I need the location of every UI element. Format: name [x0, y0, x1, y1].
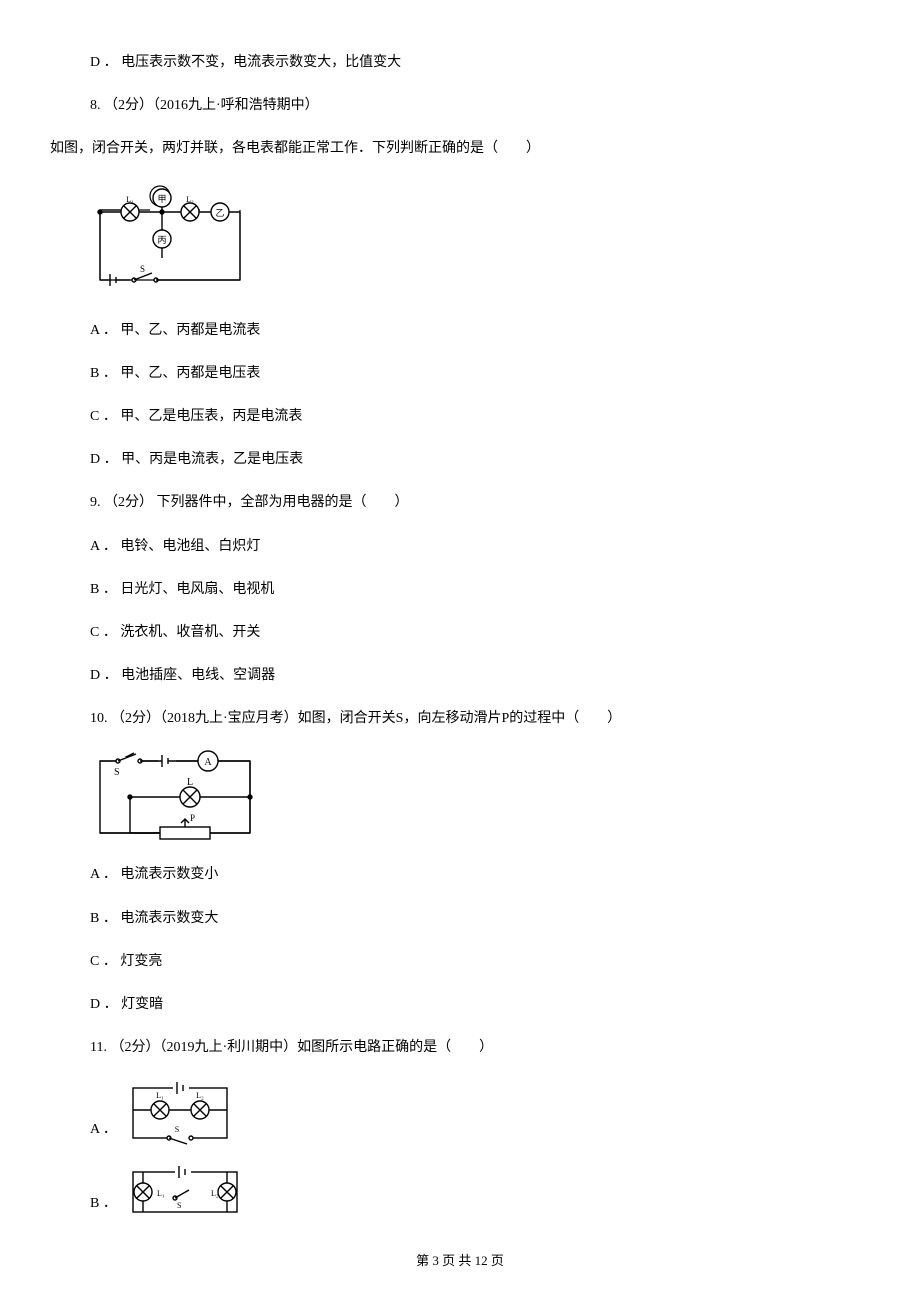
svg-text:L₂: L₂ — [211, 1189, 219, 1198]
q9-option-b: B ． 日光灯、电风扇、电视机 — [90, 577, 870, 602]
q8-stem-1: 8. （2分）（2016九上·呼和浩特期中） — [90, 93, 870, 118]
q11-option-a-diagram: L₁ L₂ S — [125, 1078, 235, 1146]
svg-text:L₁: L₁ — [156, 1091, 164, 1100]
svg-text:L₁: L₁ — [157, 1189, 165, 1198]
q9-option-c: C ． 洗衣机、收音机、开关 — [90, 620, 870, 645]
page-footer: 第 3 页 共 12 页 — [0, 1249, 920, 1272]
svg-text:A: A — [204, 757, 212, 768]
svg-text:丙: 丙 — [157, 235, 166, 245]
svg-text:甲: 甲 — [157, 194, 166, 204]
svg-text:S: S — [175, 1125, 179, 1134]
q10-option-d: D ． 灯变暗 — [90, 992, 870, 1017]
svg-text:L: L — [187, 777, 193, 788]
q11-option-b-label: B ． — [90, 1191, 117, 1220]
svg-text:S: S — [177, 1201, 181, 1210]
q8-circuit-diagram: 甲 甲 L₁ — [90, 180, 870, 300]
q11-option-b: B ． L₁ S L₂ — [90, 1160, 870, 1220]
q11-stem: 11. （2分）（2019九上·利川期中）如图所示电路正确的是（ ） — [90, 1035, 870, 1060]
q10-option-b: B ． 电流表示数变大 — [90, 906, 870, 931]
svg-text:L₁: L₁ — [126, 195, 134, 204]
svg-text:L₂: L₂ — [196, 1091, 204, 1100]
q10-option-a: A ． 电流表示数变小 — [90, 862, 870, 887]
q8-stem-2: 如图，闭合开关，两灯并联，各电表都能正常工作．下列判断正确的是（ ） — [50, 136, 870, 161]
q8-option-a: A ． 甲、乙、丙都是电流表 — [90, 318, 870, 343]
q9-option-a: A ． 电铃、电池组、白炽灯 — [90, 534, 870, 559]
q8-option-b: B ． 甲、乙、丙都是电压表 — [90, 361, 870, 386]
q8-option-d: D ． 甲、丙是电流表，乙是电压表 — [90, 447, 870, 472]
q9-option-d: D ． 电池插座、电线、空调器 — [90, 663, 870, 688]
svg-text:L₂: L₂ — [186, 195, 194, 204]
q9-stem: 9. （2分） 下列器件中，全部为用电器的是（ ） — [90, 490, 870, 515]
q10-circuit-diagram: S A — [90, 749, 870, 844]
svg-text:乙: 乙 — [215, 208, 224, 218]
q7-option-d: D ． 电压表示数不变，电流表示数变大，比值变大 — [90, 50, 870, 75]
q11-option-a-label: A ． — [90, 1117, 117, 1146]
q8-option-c: C ． 甲、乙是电压表，丙是电流表 — [90, 404, 870, 429]
q11-option-a: A ． L₁ L₂ — [90, 1078, 870, 1146]
svg-text:S: S — [140, 264, 145, 274]
q10-stem: 10. （2分）（2018九上·宝应月考）如图，闭合开关S，向左移动滑片P的过程… — [90, 706, 870, 731]
svg-text:P: P — [190, 813, 195, 823]
svg-text:S: S — [114, 767, 120, 778]
q10-option-c: C ． 灯变亮 — [90, 949, 870, 974]
q11-option-b-diagram: L₁ S L₂ — [125, 1160, 245, 1220]
